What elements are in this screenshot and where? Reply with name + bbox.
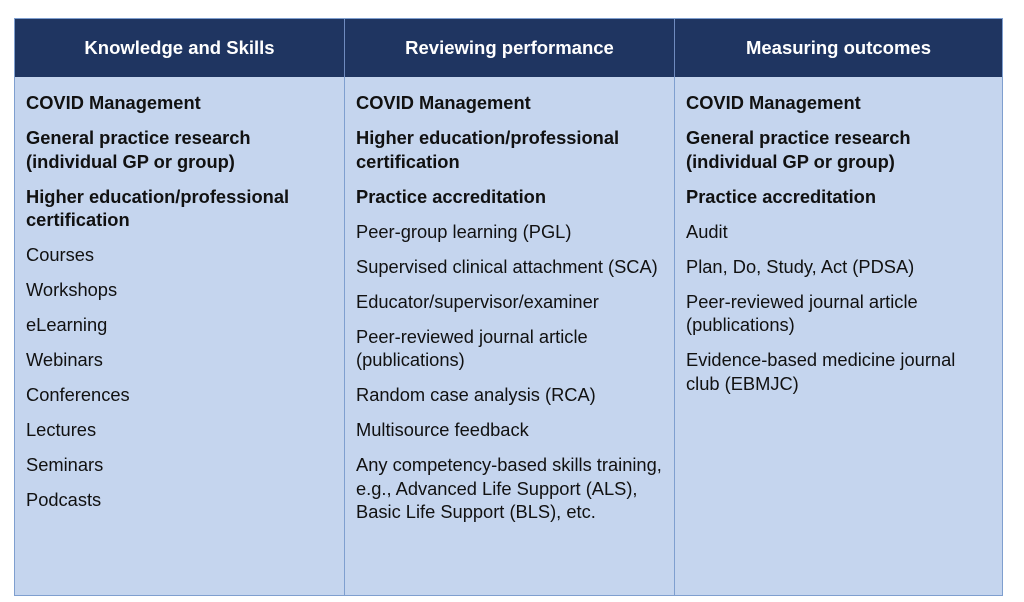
header-knowledge-and-skills: Knowledge and Skills [15, 19, 345, 77]
list-item: General practice research (individual GP… [686, 127, 911, 172]
list-item: Practice accreditation [686, 185, 877, 207]
list-item: Any competency-based skills training, e.… [356, 454, 662, 522]
list-item: Workshops [26, 279, 118, 300]
table-header-row: Knowledge and Skills Reviewing performan… [15, 19, 1002, 77]
list-item: Plan, Do, Study, Act (PDSA) [686, 255, 915, 277]
list-item: Conferences [26, 384, 130, 405]
list-item: Podcasts [26, 489, 102, 510]
list-item: Random case analysis (RCA) [356, 384, 596, 405]
list-item: Educator/supervisor/examiner [356, 290, 599, 312]
list-item: Practice accreditation [356, 185, 547, 207]
list-item: Peer-group learning (PGL) [356, 220, 572, 242]
list-item: Webinars [26, 349, 103, 370]
column-knowledge-and-skills: COVID Management General practice researc… [15, 77, 345, 595]
list-item: Higher education/professional certificat… [356, 127, 620, 172]
list-item: COVID Management [686, 92, 861, 113]
list-item: Lectures [26, 419, 97, 440]
list-item: Audit [686, 220, 728, 242]
list-item: Supervised clinical attachment (SCA) [356, 255, 658, 277]
header-reviewing-performance: Reviewing performance [345, 19, 675, 77]
list-item: Peer-reviewed journal article (publicati… [356, 325, 588, 371]
list-item: eLearning [26, 314, 108, 335]
list-item: Courses [26, 244, 95, 265]
column-measuring-outcomes: COVID Management General practice researc… [675, 77, 1002, 595]
list-item: COVID Management [26, 92, 201, 113]
column-reviewing-performance: COVID Management Higher education/profess… [345, 77, 675, 595]
activity-table: Knowledge and Skills Reviewing performan… [14, 18, 1003, 596]
list-item: General practice research (individual GP… [26, 127, 251, 172]
list-item: Evidence-based medicine journal club (EB… [686, 349, 956, 394]
table-body-row: COVID Management General practice researc… [15, 77, 1002, 595]
list-item: COVID Management [356, 92, 531, 113]
list-item: Seminars [26, 454, 104, 475]
header-measuring-outcomes: Measuring outcomes [745, 37, 932, 58]
list-item: Higher education/professional certificat… [26, 185, 290, 231]
list-item: Peer-reviewed journal article (publicati… [686, 290, 918, 336]
list-item: Multisource feedback [356, 419, 529, 440]
